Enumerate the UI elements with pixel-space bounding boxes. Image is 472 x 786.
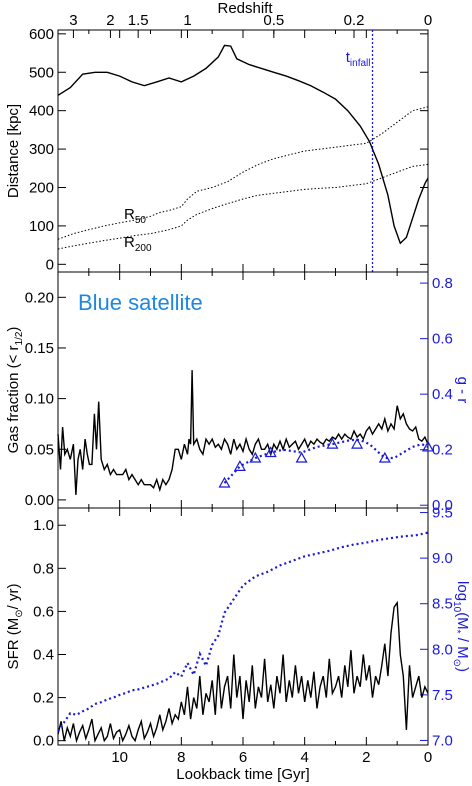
- x-tick-label: 8: [177, 749, 185, 766]
- redshift-tick-label: 2: [106, 12, 114, 29]
- series-line: [223, 438, 429, 484]
- y-tick-label: 1.0: [33, 517, 54, 534]
- y-label-right-sub: 10: [451, 601, 462, 613]
- y-tick-label: 600: [29, 26, 54, 43]
- redshift-tick-label: 1: [183, 12, 191, 29]
- triangle-marker: [378, 451, 391, 463]
- triangle-marker: [295, 451, 308, 463]
- triangle-marker: [264, 446, 277, 458]
- y-label-right-end: ): [454, 667, 471, 672]
- y-tick-label-right: 9.0: [432, 550, 453, 567]
- y-label-right-slash: / M: [454, 634, 471, 659]
- x-tick-label: 4: [300, 749, 308, 766]
- panel-title: Blue satellite: [78, 290, 203, 315]
- r50-label: R50: [124, 206, 146, 226]
- y-axis-label: Gas fraction (< r1/2): [5, 327, 25, 454]
- series-line: [57, 44, 429, 245]
- series-line: [57, 106, 429, 240]
- y-label-base: Gas fraction (< r: [5, 345, 22, 453]
- y-axis-label-right: log10(M* / M⊙): [451, 581, 471, 672]
- redshift-tick-label: 0.2: [344, 12, 365, 29]
- y-tick-label-right: 0.0: [432, 497, 453, 514]
- x-tick-label: 10: [111, 749, 128, 766]
- y-label-end: / yr): [5, 584, 22, 610]
- y-label-right-sun: ⊙: [451, 659, 462, 667]
- y-label-sub: 1/2: [14, 331, 25, 345]
- y-tick-label: 500: [29, 64, 54, 81]
- t-infall-label: tinfall: [346, 49, 371, 69]
- t-infall-sub: infall: [350, 58, 371, 69]
- y-tick-label: 0.8: [33, 560, 54, 577]
- y-tick-label: 0.00: [25, 492, 54, 509]
- y-label-right-base: log: [454, 581, 471, 601]
- y-tick-label: 0.20: [25, 289, 54, 306]
- x-tick-label: 2: [362, 749, 370, 766]
- y-tick-label-right: 8.5: [432, 596, 453, 613]
- y-label-sun: ⊙: [14, 609, 25, 617]
- redshift-tick-label: 0: [424, 12, 432, 29]
- r200-base: R: [124, 234, 135, 251]
- triangle-marker: [326, 437, 339, 449]
- triangle-marker: [218, 476, 231, 488]
- t-infall-base: t: [346, 49, 351, 66]
- series-line: [57, 370, 429, 495]
- triangle-marker: [233, 460, 246, 471]
- x-tick-label: 6: [239, 749, 247, 766]
- r200-sub: 200: [135, 243, 152, 254]
- y-label-base: SFR (M: [5, 618, 22, 670]
- y-label-end: ): [5, 327, 22, 332]
- y-tick-label: 400: [29, 103, 54, 120]
- y-tick-label-right: 7.0: [432, 732, 453, 749]
- y-tick-label-right: 0.2: [432, 442, 453, 459]
- series-line: [57, 531, 429, 732]
- y-tick-label-right: 0.6: [432, 331, 453, 348]
- y-axis-label-right: g - r: [454, 377, 471, 404]
- redshift-axis-label: Redshift: [217, 0, 273, 17]
- triangle-marker: [421, 440, 435, 452]
- y-tick-label: 0.15: [25, 340, 54, 357]
- y-tick-label: 0.6: [33, 603, 54, 620]
- y-axis-label: SFR (M⊙/ yr): [5, 584, 25, 670]
- triangle-marker: [249, 451, 262, 463]
- series-line: [57, 600, 429, 744]
- series-line: [57, 163, 429, 250]
- y-axis-label: Distance [kpc]: [5, 104, 22, 198]
- x-axis-label: Lookback time [Gyr]: [176, 766, 309, 783]
- redshift-tick-label: 1.5: [128, 12, 149, 29]
- y-tick-label-right: 8.0: [432, 641, 453, 658]
- y-tick-label: 0.4: [33, 647, 54, 664]
- y-tick-label: 0.0: [33, 733, 54, 750]
- panel-bottom: 0.0 0.2 0.4 0.6 0.8 1.0 7.0 7.5 8.0 8.5 9.0 9.5 10 8 6…: [5, 505, 471, 783]
- y-label-right-mid: (M: [454, 612, 471, 630]
- y-tick-label-right: 7.5: [432, 687, 453, 704]
- y-tick-label: 100: [29, 218, 54, 235]
- y-tick-label: 0.10: [25, 391, 54, 408]
- x-tick-label: 0: [424, 749, 432, 766]
- y-tick-label: 200: [29, 179, 54, 196]
- y-tick-label: 0: [46, 256, 54, 273]
- y-tick-label-right: 9.5: [432, 505, 453, 522]
- redshift-tick-label: 3: [69, 12, 77, 29]
- r50-sub: 50: [135, 215, 147, 226]
- y-label-right-star: *: [451, 630, 462, 634]
- panel-middle: 0.00 0.05 0.10 0.15 0.20 0.0 0.2 0.4 0.6 0.8 Blue …: [5, 271, 471, 514]
- y-tick-label-right: 0.4: [432, 386, 453, 403]
- redshift-tick-label: 0.5: [263, 12, 284, 29]
- r50-base: R: [124, 206, 135, 223]
- y-tick-label: 300: [29, 141, 54, 158]
- r200-label: R200: [124, 234, 152, 254]
- triangle-marker: [351, 437, 364, 449]
- panel-top: 0 100 200 300 400 500 600 3 2 1.5 1 0.5 0.2 0 Redshift…: [5, 0, 432, 273]
- y-tick-label: 0.2: [33, 690, 54, 707]
- y-tick-label: 0.05: [25, 441, 54, 458]
- y-tick-label-right: 0.8: [432, 275, 453, 292]
